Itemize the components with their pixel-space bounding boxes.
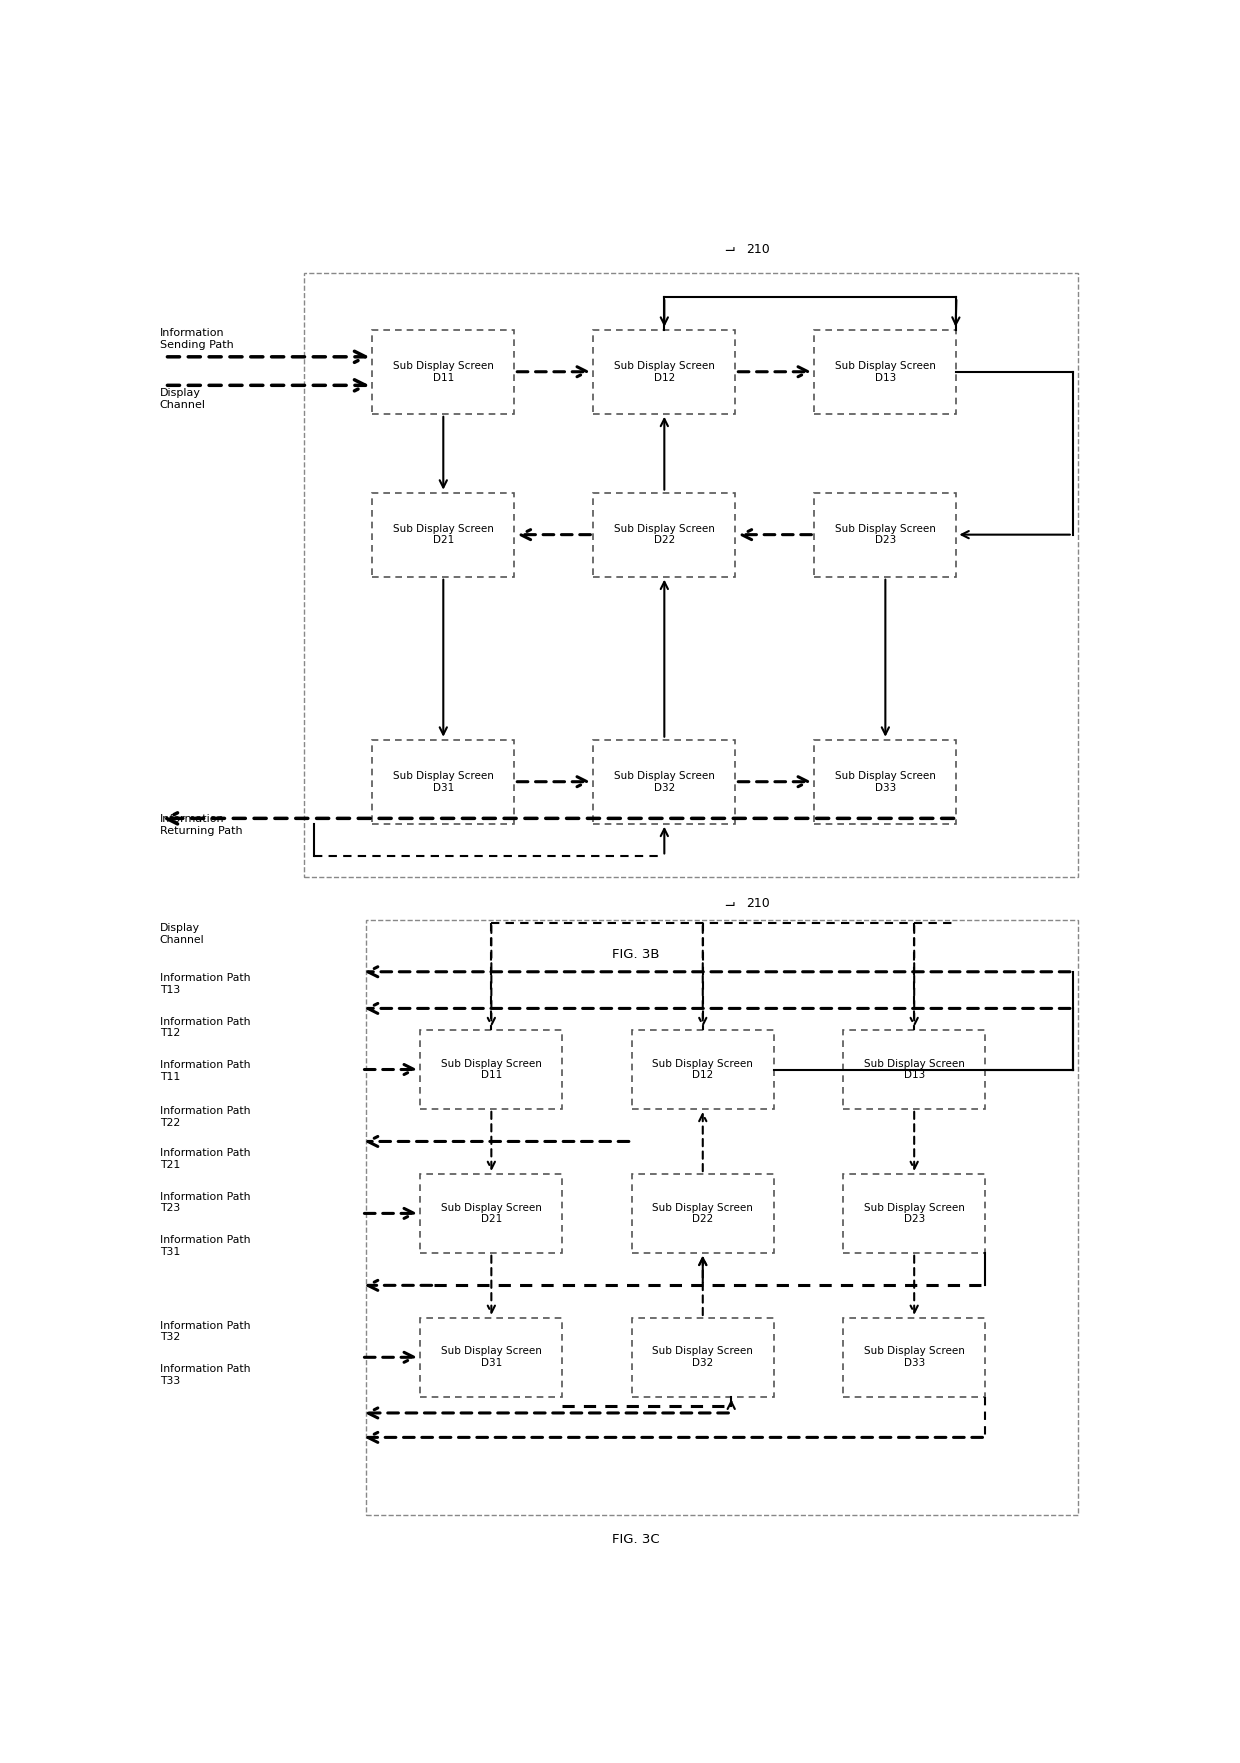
Bar (372, 492, 515, 577)
Text: Information Path
T23: Information Path T23 (160, 1192, 250, 1213)
Text: Sub Display Screen
D12: Sub Display Screen D12 (652, 1060, 753, 1081)
Bar (631, 1174, 774, 1253)
Bar (815, 740, 956, 823)
Text: Sub Display Screen
D33: Sub Display Screen D33 (835, 770, 936, 793)
Bar (367, 920, 1078, 1514)
Text: FIG. 3B: FIG. 3B (611, 948, 660, 961)
Text: Sub Display Screen
D31: Sub Display Screen D31 (441, 1347, 542, 1368)
Text: Sub Display Screen
D13: Sub Display Screen D13 (835, 361, 936, 383)
Text: 210: 210 (746, 897, 770, 910)
Bar (815, 330, 956, 414)
Text: Sub Display Screen
D32: Sub Display Screen D32 (614, 770, 714, 793)
Text: Sub Display Screen
D22: Sub Display Screen D22 (652, 1202, 753, 1224)
Text: Sub Display Screen
D31: Sub Display Screen D31 (393, 770, 494, 793)
Bar (304, 273, 1078, 876)
Text: Information Path
T33: Information Path T33 (160, 1365, 250, 1386)
Text: Sub Display Screen
D32: Sub Display Screen D32 (652, 1347, 753, 1368)
Text: FIG. 3C: FIG. 3C (611, 1532, 660, 1546)
Text: Sub Display Screen
D23: Sub Display Screen D23 (864, 1202, 965, 1224)
Text: Sub Display Screen
D12: Sub Display Screen D12 (614, 361, 714, 383)
Text: Information
Returning Path: Information Returning Path (160, 815, 243, 836)
Text: Information Path
T21: Information Path T21 (160, 1148, 250, 1171)
Text: Sub Display Screen
D11: Sub Display Screen D11 (441, 1060, 542, 1081)
Bar (815, 492, 956, 577)
Text: ⌐: ⌐ (722, 896, 734, 910)
Text: Information Path
T12: Information Path T12 (160, 1017, 250, 1038)
Text: Sub Display Screen
D33: Sub Display Screen D33 (864, 1347, 965, 1368)
Bar (372, 330, 515, 414)
Text: ⌐: ⌐ (722, 242, 734, 256)
Bar (420, 1319, 563, 1396)
Text: 210: 210 (746, 243, 770, 256)
Text: Sub Display Screen
D23: Sub Display Screen D23 (835, 524, 936, 545)
Bar (843, 1174, 986, 1253)
Text: Information Path
T22: Information Path T22 (160, 1105, 250, 1128)
Bar (843, 1319, 986, 1396)
Text: Sub Display Screen
D13: Sub Display Screen D13 (864, 1060, 965, 1081)
Text: Sub Display Screen
D21: Sub Display Screen D21 (441, 1202, 542, 1224)
Bar (420, 1174, 563, 1253)
Text: Sub Display Screen
D22: Sub Display Screen D22 (614, 524, 714, 545)
Text: Information
Sending Path: Information Sending Path (160, 328, 233, 351)
Text: Information Path
T31: Information Path T31 (160, 1236, 250, 1257)
Text: Display
Channel: Display Channel (160, 924, 205, 945)
Bar (593, 330, 735, 414)
Bar (631, 1319, 774, 1396)
Text: Information Path
T11: Information Path T11 (160, 1060, 250, 1082)
Bar (372, 740, 515, 823)
Bar (420, 1030, 563, 1109)
Text: Sub Display Screen
D21: Sub Display Screen D21 (393, 524, 494, 545)
Text: Sub Display Screen
D11: Sub Display Screen D11 (393, 361, 494, 383)
Text: Display
Channel: Display Channel (160, 388, 206, 409)
Text: Information Path
T13: Information Path T13 (160, 973, 250, 994)
Bar (593, 740, 735, 823)
Bar (843, 1030, 986, 1109)
Bar (593, 492, 735, 577)
Text: Information Path
T32: Information Path T32 (160, 1320, 250, 1342)
Bar (631, 1030, 774, 1109)
